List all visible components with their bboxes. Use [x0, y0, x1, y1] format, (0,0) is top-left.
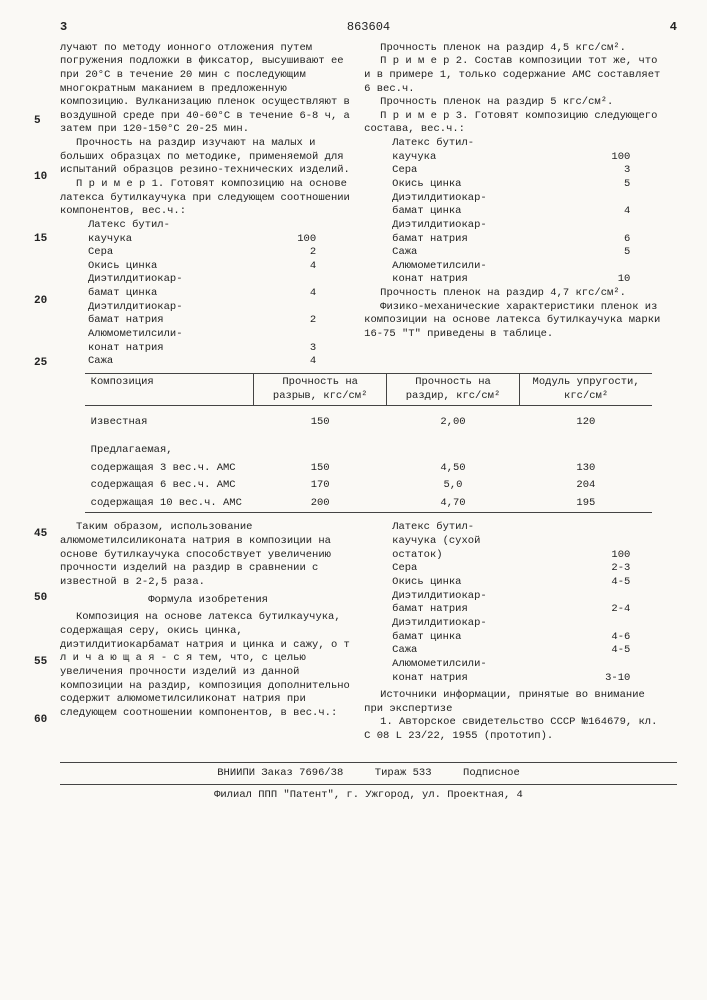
left-column: лучают по методу ионного отложения путем… — [60, 42, 356, 369]
right-para-5: Физико-механические характеристики плено… — [364, 301, 660, 342]
table-row: Известная 150 2,00 120 — [85, 414, 653, 432]
composition-3-list: Латекс бутил- каучука100 Сера3 Окись цин… — [364, 137, 660, 287]
table-row: содержащая 10 вес.ч. АМС 200 4,70 195 — [85, 495, 653, 513]
right-para-1: Прочность пленок на раздир 4,5 кгс/см². — [364, 42, 660, 56]
table-header: Прочность на раздир, кгс/см² — [387, 373, 520, 405]
claims-composition-list: Латекс бутил- каучука (сухой остаток)100… — [364, 521, 660, 685]
sources-title: Источники информации, принятые во вниман… — [364, 689, 660, 716]
bottom-right-column: Латекс бутил- каучука (сухой остаток)100… — [364, 521, 660, 743]
conclusion-para: Таким образом, использование алюмометилс… — [60, 521, 356, 589]
formula-title: Формула изобретения — [60, 594, 356, 608]
data-table: Композиция Прочность на разрыв, кгс/см² … — [85, 373, 653, 513]
example-2: П р и м е р 2. Состав композиции тот же,… — [364, 55, 660, 96]
table-header: Модуль упругости, кгс/см² — [519, 373, 652, 405]
table-row: содержащая 3 вес.ч. АМС 150 4,50 130 — [85, 460, 653, 478]
table-header: Композиция — [85, 373, 254, 405]
table-row: содержащая 6 вес.ч. АМС 170 5,0 204 — [85, 477, 653, 495]
example-1-label: П р и м е р 1. Готовят композицию на осн… — [60, 178, 356, 219]
left-para-1: лучают по методу ионного отложения путем… — [60, 42, 356, 137]
composition-1-list: Латекс бутил- каучука100 Сера2 Окись цин… — [60, 219, 356, 369]
right-para-4: Прочность пленок на раздир 4,7 кгс/см². — [364, 287, 660, 301]
doc-number: 863604 — [347, 20, 390, 36]
page-header: 3 863604 4 — [60, 20, 677, 36]
table-row: Предлагаемая, — [85, 442, 653, 460]
right-para-3: Прочность пленок на раздир 5 кгс/см². — [364, 96, 660, 110]
page-footer: ВНИИПИ Заказ 7696/38 Тираж 533 Подписное… — [60, 762, 677, 803]
right-column: Прочность пленок на раздир 4,5 кгс/см². … — [364, 42, 660, 369]
source-1: 1. Авторское свидетельство СССР №164679,… — [364, 716, 660, 743]
left-para-2: Прочность на раздир изучают на малых и б… — [60, 137, 356, 178]
page-num-left: 3 — [60, 20, 67, 36]
example-3: П р и м е р 3. Готовят композицию следую… — [364, 110, 660, 137]
claims-para: Композиция на основе латекса бутилкаучук… — [60, 611, 356, 720]
page-num-right: 4 — [670, 20, 677, 36]
table-header: Прочность на разрыв, кгс/см² — [254, 373, 387, 405]
bottom-left-column: Таким образом, использование алюмометилс… — [60, 521, 356, 743]
